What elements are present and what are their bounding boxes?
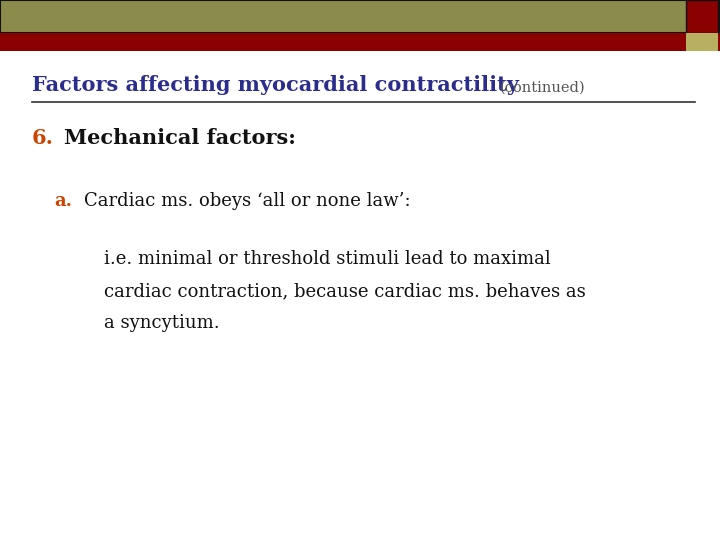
Bar [686, 33, 718, 51]
Text: Factors affecting myocardial contractility: Factors affecting myocardial contractili… [32, 75, 519, 95]
Bar [0, 0, 720, 33]
Bar [686, 0, 718, 33]
Text: a.: a. [54, 192, 72, 210]
Text: i.e. minimal or threshold stimuli lead to maximal: i.e. minimal or threshold stimuli lead t… [104, 250, 551, 268]
Text: (continued): (continued) [500, 81, 585, 95]
Text: 6.: 6. [32, 128, 54, 148]
Bar [0, 33, 720, 51]
Text: cardiac contraction, because cardiac ms. behaves as: cardiac contraction, because cardiac ms.… [104, 282, 586, 300]
Text: Mechanical factors:: Mechanical factors: [64, 128, 296, 148]
Text: a syncytium.: a syncytium. [104, 314, 220, 332]
Text: Cardiac ms. obeys ‘all or none law’:: Cardiac ms. obeys ‘all or none law’: [84, 192, 410, 210]
